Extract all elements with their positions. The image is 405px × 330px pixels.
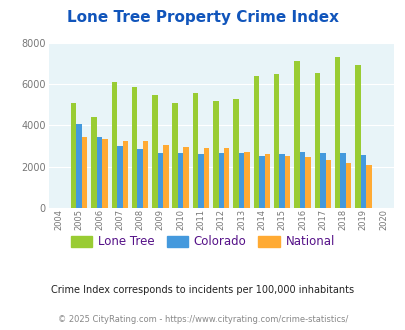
Bar — [122, 141, 128, 208]
Bar — [213, 101, 218, 208]
Bar — [91, 117, 96, 208]
Bar — [238, 153, 244, 208]
Bar — [152, 95, 157, 208]
Bar — [264, 154, 269, 208]
Bar — [143, 141, 148, 208]
Bar — [203, 148, 209, 208]
Bar — [314, 73, 319, 208]
Bar — [258, 156, 264, 208]
Bar — [305, 157, 310, 208]
Bar — [82, 137, 87, 208]
Bar — [360, 155, 365, 208]
Bar — [218, 153, 224, 208]
Bar — [111, 82, 117, 208]
Bar — [279, 154, 284, 208]
Bar — [319, 153, 325, 208]
Legend: Lone Tree, Colorado, National: Lone Tree, Colorado, National — [66, 231, 339, 253]
Bar — [137, 149, 143, 208]
Bar — [233, 99, 238, 208]
Bar — [339, 153, 345, 208]
Bar — [244, 152, 249, 208]
Bar — [224, 148, 229, 208]
Bar — [163, 145, 168, 208]
Bar — [354, 65, 360, 208]
Bar — [253, 76, 258, 208]
Bar — [294, 61, 299, 208]
Bar — [273, 74, 279, 208]
Bar — [183, 147, 188, 208]
Bar — [177, 153, 183, 208]
Bar — [299, 152, 305, 208]
Bar — [102, 139, 107, 208]
Bar — [192, 93, 198, 208]
Bar — [365, 165, 371, 208]
Bar — [96, 137, 102, 208]
Bar — [284, 156, 290, 208]
Bar — [334, 57, 339, 208]
Bar — [172, 103, 177, 208]
Bar — [325, 160, 330, 208]
Text: Lone Tree Property Crime Index: Lone Tree Property Crime Index — [67, 10, 338, 25]
Bar — [345, 163, 350, 208]
Bar — [157, 153, 163, 208]
Text: © 2025 CityRating.com - https://www.cityrating.com/crime-statistics/: © 2025 CityRating.com - https://www.city… — [58, 315, 347, 324]
Bar — [198, 154, 203, 208]
Bar — [132, 87, 137, 208]
Bar — [117, 146, 122, 208]
Bar — [76, 124, 82, 208]
Text: Crime Index corresponds to incidents per 100,000 inhabitants: Crime Index corresponds to incidents per… — [51, 285, 354, 295]
Bar — [71, 103, 76, 208]
